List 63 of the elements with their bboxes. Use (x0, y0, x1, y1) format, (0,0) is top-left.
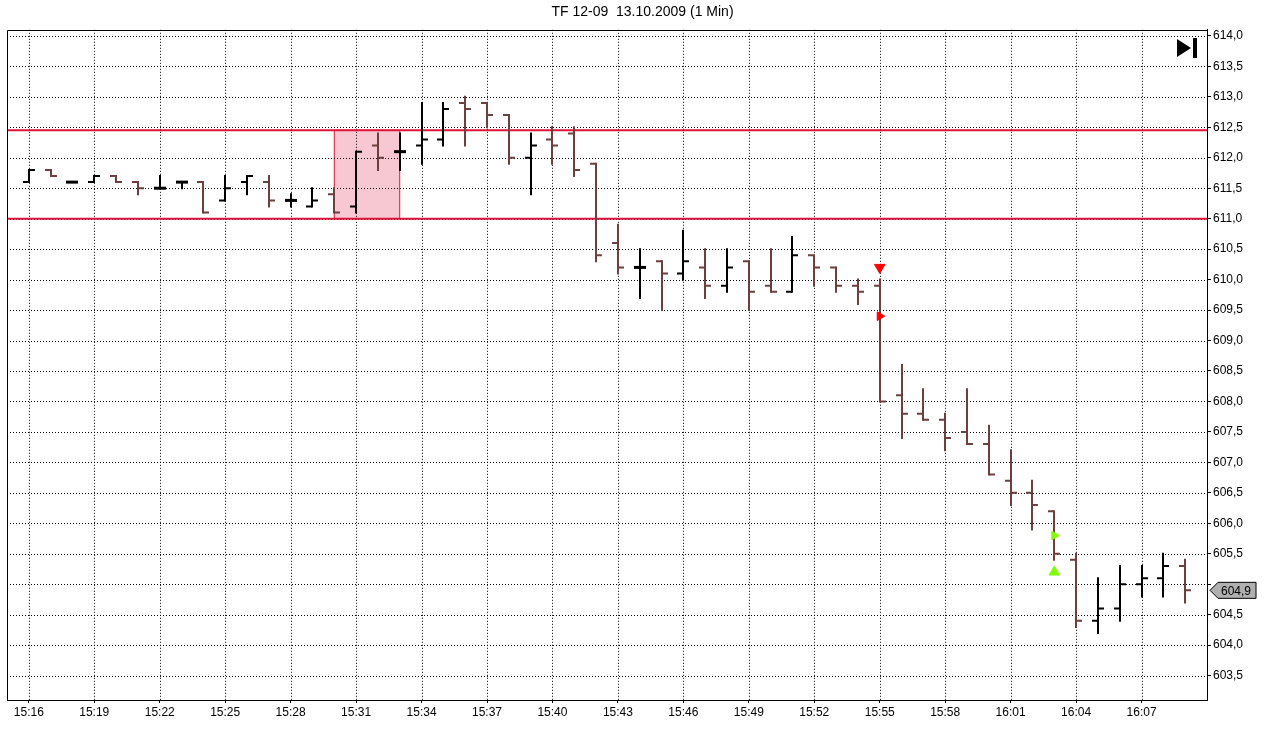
y-tick-label: 614,0 (1213, 28, 1244, 43)
x-tick-label: 15:34 (406, 704, 437, 719)
point (874, 263, 886, 274)
y-tick-label: 610,0 (1213, 271, 1244, 286)
y-tick-label: 607,5 (1213, 424, 1244, 439)
y-tick-label: 606,0 (1213, 515, 1244, 530)
x-tick-label: 15:22 (144, 704, 176, 719)
y-tick-label: 613,0 (1213, 89, 1244, 104)
x-tick-label: 16:04 (1061, 704, 1092, 719)
candlestick (830, 266, 842, 293)
point (1048, 565, 1060, 576)
candlestick (939, 412, 951, 452)
candlestick (1005, 449, 1017, 507)
point (1051, 530, 1060, 541)
x-tick-label: 15:28 (275, 704, 306, 719)
y-tick-label: 607,0 (1213, 454, 1244, 469)
chart-title: TF 12-09 13.10.2009 (1 Min) (551, 3, 734, 20)
y-tick-label: 608,5 (1213, 363, 1244, 378)
y-tick-label: 603,5 (1213, 667, 1244, 682)
candlestick (372, 132, 384, 171)
y-tick-label: 612,0 (1213, 150, 1244, 165)
candlestick (481, 101, 493, 129)
point (876, 311, 886, 321)
x-tick-label: 15:37 (471, 704, 503, 719)
text: 604,9 (1221, 583, 1252, 598)
candlestick (808, 254, 820, 287)
candlestick (1026, 479, 1038, 531)
y-tick-label: 605,5 (1213, 546, 1244, 561)
candlestick (656, 260, 668, 312)
candlestick (546, 126, 558, 165)
candlestick (263, 175, 275, 208)
candlestick (328, 187, 340, 214)
x-tick-label: 15:52 (799, 704, 830, 719)
y-tick-label: 609,0 (1213, 332, 1244, 347)
x-tick-label: 15:31 (341, 704, 372, 719)
y-tick-label: 608,0 (1213, 393, 1244, 408)
y-tick-label: 604,5 (1213, 607, 1244, 622)
x-tick-label: 15:25 (210, 704, 241, 719)
x-tick-label: 15:46 (668, 704, 699, 719)
x-tick-label: 15:16 (13, 704, 45, 719)
y-tick-label: 609,5 (1213, 302, 1244, 317)
x-tick-label: 15:43 (602, 704, 634, 719)
y-tick-label: 611,0 (1213, 210, 1243, 225)
y-tick-label: 612,5 (1213, 119, 1244, 134)
candlestick (459, 95, 471, 147)
y-tick-label: 606,5 (1213, 485, 1244, 500)
candlestick (961, 388, 973, 446)
x-tick-label: 15:49 (733, 704, 765, 719)
candlestick (699, 248, 711, 299)
x-tick-label: 16:01 (995, 704, 1026, 719)
x-tick-label: 15:19 (79, 704, 110, 719)
x-tick-label: 16:07 (1126, 704, 1157, 719)
y-tick-label: 604,0 (1213, 637, 1244, 652)
candlestick (765, 248, 777, 293)
x-tick-label: 15:40 (537, 704, 568, 719)
candlestick (917, 388, 929, 421)
y-tick-label: 611,5 (1213, 180, 1243, 195)
x-tick-label: 15:55 (864, 704, 896, 719)
x-tick-label: 15:58 (930, 704, 961, 719)
y-tick-label: 610,5 (1213, 241, 1244, 256)
candlestick (852, 278, 864, 305)
y-tick-label: 613,5 (1213, 58, 1244, 73)
candlestick (896, 363, 908, 440)
